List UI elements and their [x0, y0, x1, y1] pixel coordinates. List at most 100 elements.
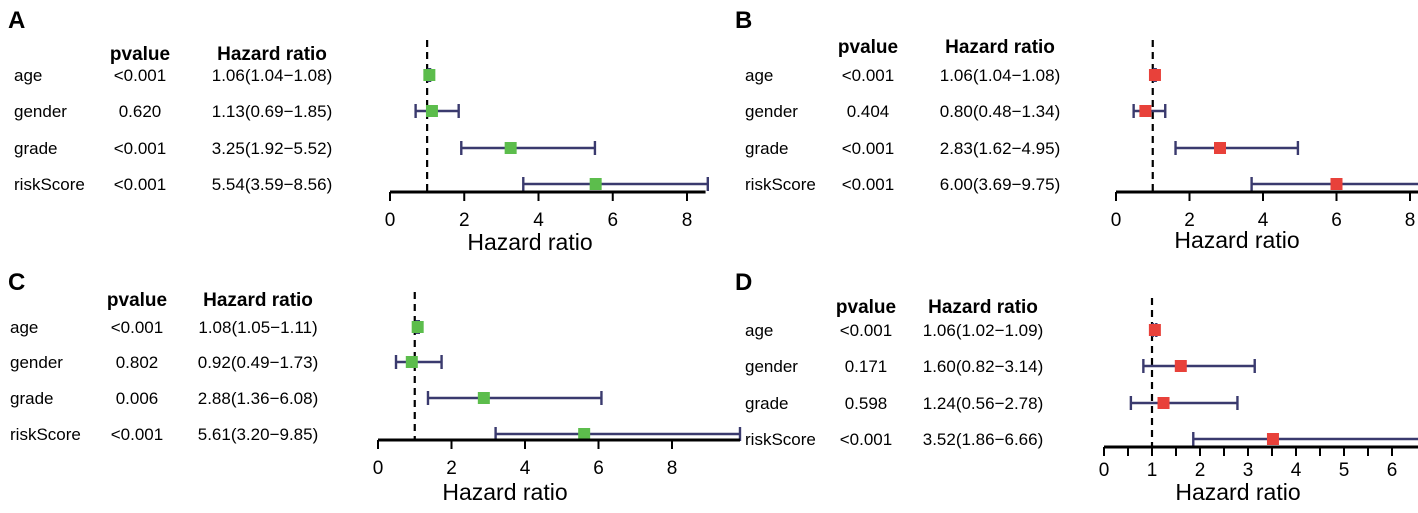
row-pvalue: <0.001 [111, 318, 163, 337]
x-tick-label: 4 [1258, 210, 1269, 231]
hr-marker [411, 321, 424, 333]
forest-row-grade: grade 0.598 1.24(0.56−2.78) [745, 394, 1239, 413]
row-label: riskScore [745, 430, 816, 449]
hr-marker [1266, 433, 1279, 445]
row-hazard-ratio: 1.06(1.04−1.08) [940, 66, 1061, 85]
forest-row-grade: grade <0.001 3.25(1.92−5.52) [14, 139, 597, 158]
hazard-ratio-header: Hazard ratio [203, 290, 313, 311]
row-hazard-ratio: 5.61(3.20−9.85) [198, 425, 319, 444]
row-hazard-ratio: 1.24(0.56−2.78) [923, 394, 1044, 413]
x-tick-label: 4 [1291, 460, 1302, 481]
row-pvalue: <0.001 [842, 139, 894, 158]
row-label: age [745, 321, 773, 340]
panel-letter: B [735, 7, 752, 34]
row-label: riskScore [745, 175, 816, 194]
x-tick-label: 8 [667, 458, 678, 479]
row-hazard-ratio: 0.80(0.48−1.34) [940, 102, 1061, 121]
x-tick-label: 8 [1405, 210, 1416, 231]
hr-marker [1214, 142, 1227, 154]
x-tick-label: 6 [607, 210, 618, 231]
forest-row-riskscore: riskScore <0.001 6.00(3.69−9.75) [745, 175, 1418, 194]
x-axis-title: Hazard ratio [1174, 227, 1299, 253]
hr-marker [1330, 178, 1343, 190]
forest-row-age: age <0.001 1.08(1.05−1.11) [10, 318, 424, 337]
row-hazard-ratio: 1.06(1.04−1.08) [212, 66, 333, 85]
x-tick-label: 2 [1184, 210, 1195, 231]
x-tick-label: 6 [1331, 210, 1342, 231]
row-hazard-ratio: 2.83(1.62−4.95) [940, 139, 1061, 158]
forest-row-riskscore: riskScore <0.001 5.54(3.59−8.56) [14, 175, 709, 194]
forest-row-gender: gender 0.404 0.80(0.48−1.34) [745, 102, 1167, 121]
row-label: grade [10, 389, 53, 408]
panel-letter: C [8, 269, 25, 296]
row-hazard-ratio: 1.60(0.82−3.14) [923, 357, 1044, 376]
row-pvalue: 0.598 [845, 394, 888, 413]
forest-row-age: age <0.001 1.06(1.04−1.08) [745, 66, 1161, 85]
row-pvalue: <0.001 [114, 66, 166, 85]
x-tick-label: 0 [373, 458, 384, 479]
pvalue-header: pvalue [836, 297, 896, 318]
hr-marker [504, 142, 517, 154]
x-tick-label: 2 [1195, 460, 1206, 481]
x-tick-label: 1 [1147, 460, 1158, 481]
forest-row-riskscore: riskScore <0.001 3.52(1.86−6.66) [745, 430, 1418, 449]
row-hazard-ratio: 0.92(0.49−1.73) [198, 353, 319, 372]
row-hazard-ratio: 6.00(3.69−9.75) [940, 175, 1061, 194]
row-label: gender [745, 102, 798, 121]
x-tick-label: 8 [682, 210, 693, 231]
row-pvalue: <0.001 [111, 425, 163, 444]
hr-marker [578, 428, 591, 440]
row-hazard-ratio: 2.88(1.36−6.08) [198, 389, 319, 408]
row-label: grade [14, 139, 57, 158]
x-tick-label: 0 [1111, 210, 1122, 231]
row-label: gender [14, 102, 67, 121]
forest-row-riskscore: riskScore <0.001 5.61(3.20−9.85) [10, 425, 742, 444]
row-pvalue: <0.001 [840, 430, 892, 449]
hr-marker [1174, 360, 1187, 372]
x-tick-label: 2 [459, 210, 470, 231]
x-tick-label: 5 [1339, 460, 1350, 481]
x-tick-label: 6 [593, 458, 604, 479]
hr-marker [1139, 105, 1152, 117]
x-tick-label: 4 [520, 458, 531, 479]
row-pvalue: 0.171 [845, 357, 888, 376]
row-pvalue: 0.620 [119, 102, 162, 121]
forest-row-gender: gender 0.620 1.13(0.69−1.85) [14, 102, 460, 121]
x-tick-label: 2 [446, 458, 457, 479]
row-pvalue: 0.404 [847, 102, 890, 121]
hr-marker [1148, 69, 1161, 81]
pvalue-header: pvalue [838, 37, 898, 58]
row-label: grade [745, 139, 788, 158]
panel-letter: D [735, 269, 752, 296]
row-label: riskScore [10, 425, 81, 444]
row-label: grade [745, 394, 788, 413]
row-hazard-ratio: 3.52(1.86−6.66) [923, 430, 1044, 449]
pvalue-header: pvalue [110, 44, 170, 65]
x-tick-label: 6 [1387, 460, 1398, 481]
hr-marker [589, 178, 602, 190]
pvalue-header: pvalue [107, 290, 167, 311]
row-label: gender [10, 353, 63, 372]
row-label: age [10, 318, 38, 337]
row-label: gender [745, 357, 798, 376]
hr-marker [1157, 397, 1170, 409]
forest-row-age: age <0.001 1.06(1.02−1.09) [745, 321, 1161, 340]
hazard-ratio-header: Hazard ratio [945, 37, 1055, 58]
row-pvalue: <0.001 [840, 321, 892, 340]
x-axis-title: Hazard ratio [442, 479, 567, 505]
hr-marker [425, 105, 438, 117]
forest-row-gender: gender 0.171 1.60(0.82−3.14) [745, 357, 1256, 376]
row-hazard-ratio: 1.13(0.69−1.85) [212, 102, 333, 121]
row-pvalue: <0.001 [114, 139, 166, 158]
forest-row-grade: grade <0.001 2.83(1.62−4.95) [745, 139, 1300, 158]
x-tick-label: 4 [533, 210, 544, 231]
hr-marker [477, 392, 490, 404]
forest-row-age: age <0.001 1.06(1.04−1.08) [14, 66, 436, 85]
x-tick-label: 0 [385, 210, 396, 231]
forest-row-gender: gender 0.802 0.92(0.49−1.73) [10, 353, 443, 372]
